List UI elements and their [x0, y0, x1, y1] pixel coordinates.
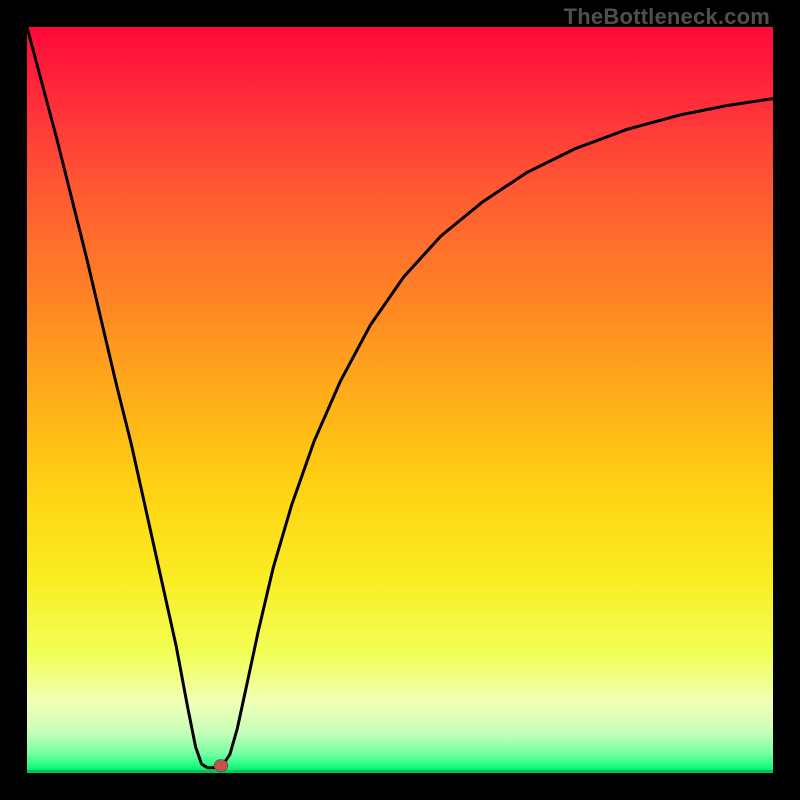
optimum-marker: [214, 760, 228, 772]
bottleneck-chart: [0, 0, 800, 800]
watermark-text: TheBottleneck.com: [564, 4, 770, 30]
gradient-background: [27, 27, 773, 773]
chart-frame: TheBottleneck.com: [0, 0, 800, 800]
